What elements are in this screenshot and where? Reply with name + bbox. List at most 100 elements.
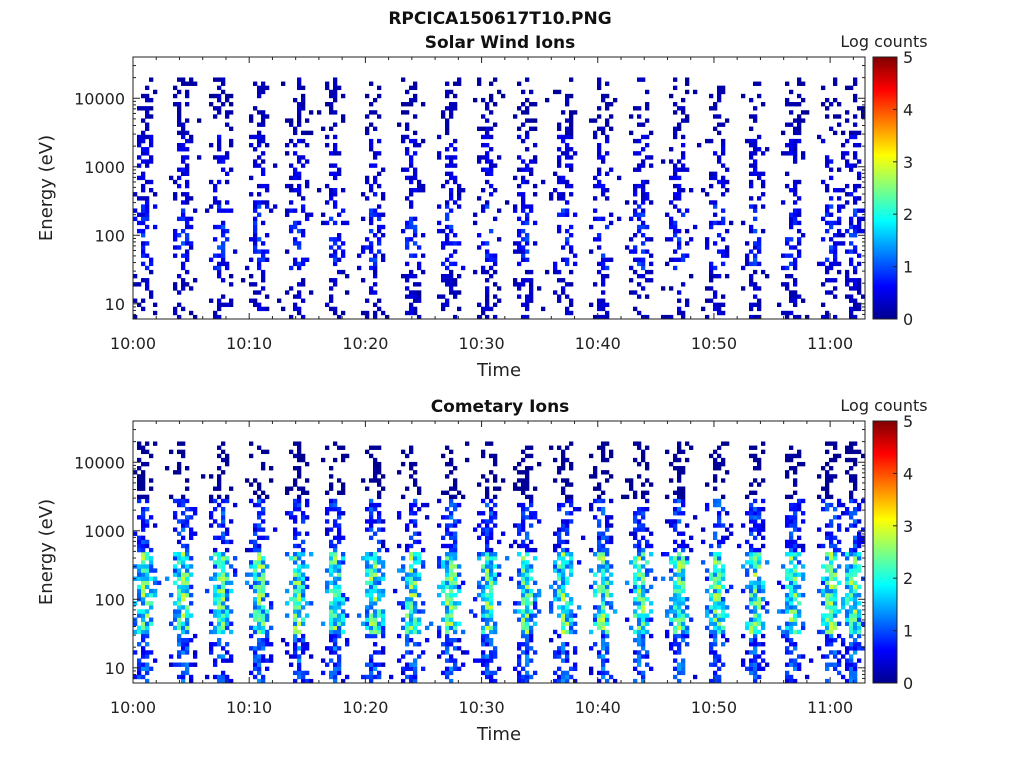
spectrogram-cell xyxy=(673,224,678,230)
spectrogram-cell xyxy=(493,625,498,631)
spectrogram-cell xyxy=(293,625,298,631)
spectrogram-cell xyxy=(829,609,834,614)
spectrogram-cell xyxy=(329,609,334,614)
spectrogram-cell xyxy=(797,126,802,131)
spectrogram-cell xyxy=(793,188,798,193)
spectrogram-cell xyxy=(177,531,182,536)
spectrogram-cell xyxy=(797,77,802,82)
spectrogram-cell xyxy=(437,204,442,209)
spectrogram-cell xyxy=(717,453,722,459)
spectrogram-cell xyxy=(249,646,254,651)
spectrogram-cell xyxy=(305,216,310,222)
spectrogram-cell xyxy=(757,601,762,606)
spectrogram-cell xyxy=(789,572,794,577)
spectrogram-cell xyxy=(645,621,650,626)
spectrogram-cell xyxy=(685,118,690,123)
spectrogram-cell xyxy=(281,306,286,312)
spectrogram-cell xyxy=(441,601,446,606)
spectrogram-cell xyxy=(757,515,762,520)
spectrogram-cell xyxy=(329,106,334,111)
spectrogram-cell xyxy=(641,572,646,577)
spectrogram-cell xyxy=(377,470,382,475)
spectrogram-cell xyxy=(553,547,558,553)
spectrogram-cell xyxy=(293,175,298,181)
spectrogram-cell xyxy=(293,552,298,557)
spectrogram-cell xyxy=(177,147,182,152)
spectrogram-cell xyxy=(645,662,650,667)
spectrogram-cell xyxy=(721,568,726,573)
spectrogram-cell xyxy=(301,539,306,545)
spectrogram-cell xyxy=(329,552,334,557)
spectrogram-cell xyxy=(637,224,642,230)
spectrogram-cell xyxy=(449,564,454,569)
spectrogram-cell xyxy=(437,556,442,561)
spectrogram-cell xyxy=(209,257,214,262)
spectrogram-cell xyxy=(561,564,566,569)
spectrogram-cell xyxy=(145,200,150,205)
spectrogram-cell xyxy=(569,613,574,618)
spectrogram-cell xyxy=(137,576,142,581)
spectrogram-cell xyxy=(605,621,610,626)
spectrogram-cell xyxy=(333,633,338,639)
spectrogram-cell xyxy=(529,298,534,303)
spectrogram-cell xyxy=(673,126,678,131)
spectrogram-cell xyxy=(145,97,150,103)
spectrogram-cell xyxy=(837,102,842,107)
spectrogram-cell xyxy=(677,662,682,667)
spectrogram-cell xyxy=(341,114,346,119)
spectrogram-cell xyxy=(753,621,758,626)
spectrogram-cell xyxy=(185,642,190,647)
spectrogram-cell xyxy=(293,482,298,487)
spectrogram-cell xyxy=(793,453,798,459)
spectrogram-cell xyxy=(145,224,150,230)
spectrogram-cell xyxy=(833,77,838,82)
spectrogram-cell xyxy=(565,609,570,614)
spectrogram-cell xyxy=(609,523,614,528)
spectrogram-cell xyxy=(297,449,302,455)
spectrogram-cell xyxy=(697,142,702,148)
spectrogram-cell xyxy=(457,502,462,508)
spectrogram-cell xyxy=(845,273,850,279)
spectrogram-cell xyxy=(641,494,646,500)
spectrogram-cell xyxy=(181,543,186,549)
spectrogram-cell xyxy=(645,539,650,545)
spectrogram-cell xyxy=(341,208,346,213)
spectrogram-cell xyxy=(149,666,154,672)
spectrogram-cell xyxy=(217,576,222,581)
spectrogram-cell xyxy=(449,580,454,586)
spectrogram-cell xyxy=(793,298,798,303)
spectrogram-cell xyxy=(557,269,562,275)
spectrogram-cell xyxy=(797,572,802,577)
spectrogram-cell xyxy=(181,147,186,152)
spectrogram-cell xyxy=(685,556,690,561)
spectrogram-cell xyxy=(561,175,566,181)
spectrogram-cell xyxy=(641,224,646,230)
spectrogram-cell xyxy=(329,625,334,631)
spectrogram-cell xyxy=(565,613,570,618)
spectrogram-cell xyxy=(633,151,638,156)
spectrogram-cell xyxy=(181,306,186,312)
spectrogram-cell xyxy=(225,155,230,160)
spectrogram-cell xyxy=(137,670,142,676)
spectrogram-cell xyxy=(141,637,146,643)
spectrogram-cell xyxy=(601,273,606,279)
spectrogram-cell xyxy=(489,167,494,172)
spectrogram-cell xyxy=(481,564,486,569)
spectrogram-cell xyxy=(745,625,750,631)
spectrogram-cell xyxy=(637,167,642,172)
spectrogram-cell xyxy=(785,265,790,271)
spectrogram-cell xyxy=(681,601,686,606)
spectrogram-cell xyxy=(477,580,482,586)
spectrogram-cell xyxy=(525,605,530,610)
spectrogram-cell xyxy=(673,453,678,459)
spectrogram-cell xyxy=(409,597,414,602)
spectrogram-cell xyxy=(141,547,146,553)
spectrogram-cell xyxy=(413,461,418,467)
spectrogram-cell xyxy=(345,642,350,647)
spectrogram-cell xyxy=(445,629,450,635)
spectrogram-cell xyxy=(213,576,218,581)
spectrogram-cell xyxy=(221,498,226,504)
spectrogram-cell xyxy=(689,617,694,622)
spectrogram-cell xyxy=(409,294,414,299)
spectrogram-cell xyxy=(645,314,650,320)
